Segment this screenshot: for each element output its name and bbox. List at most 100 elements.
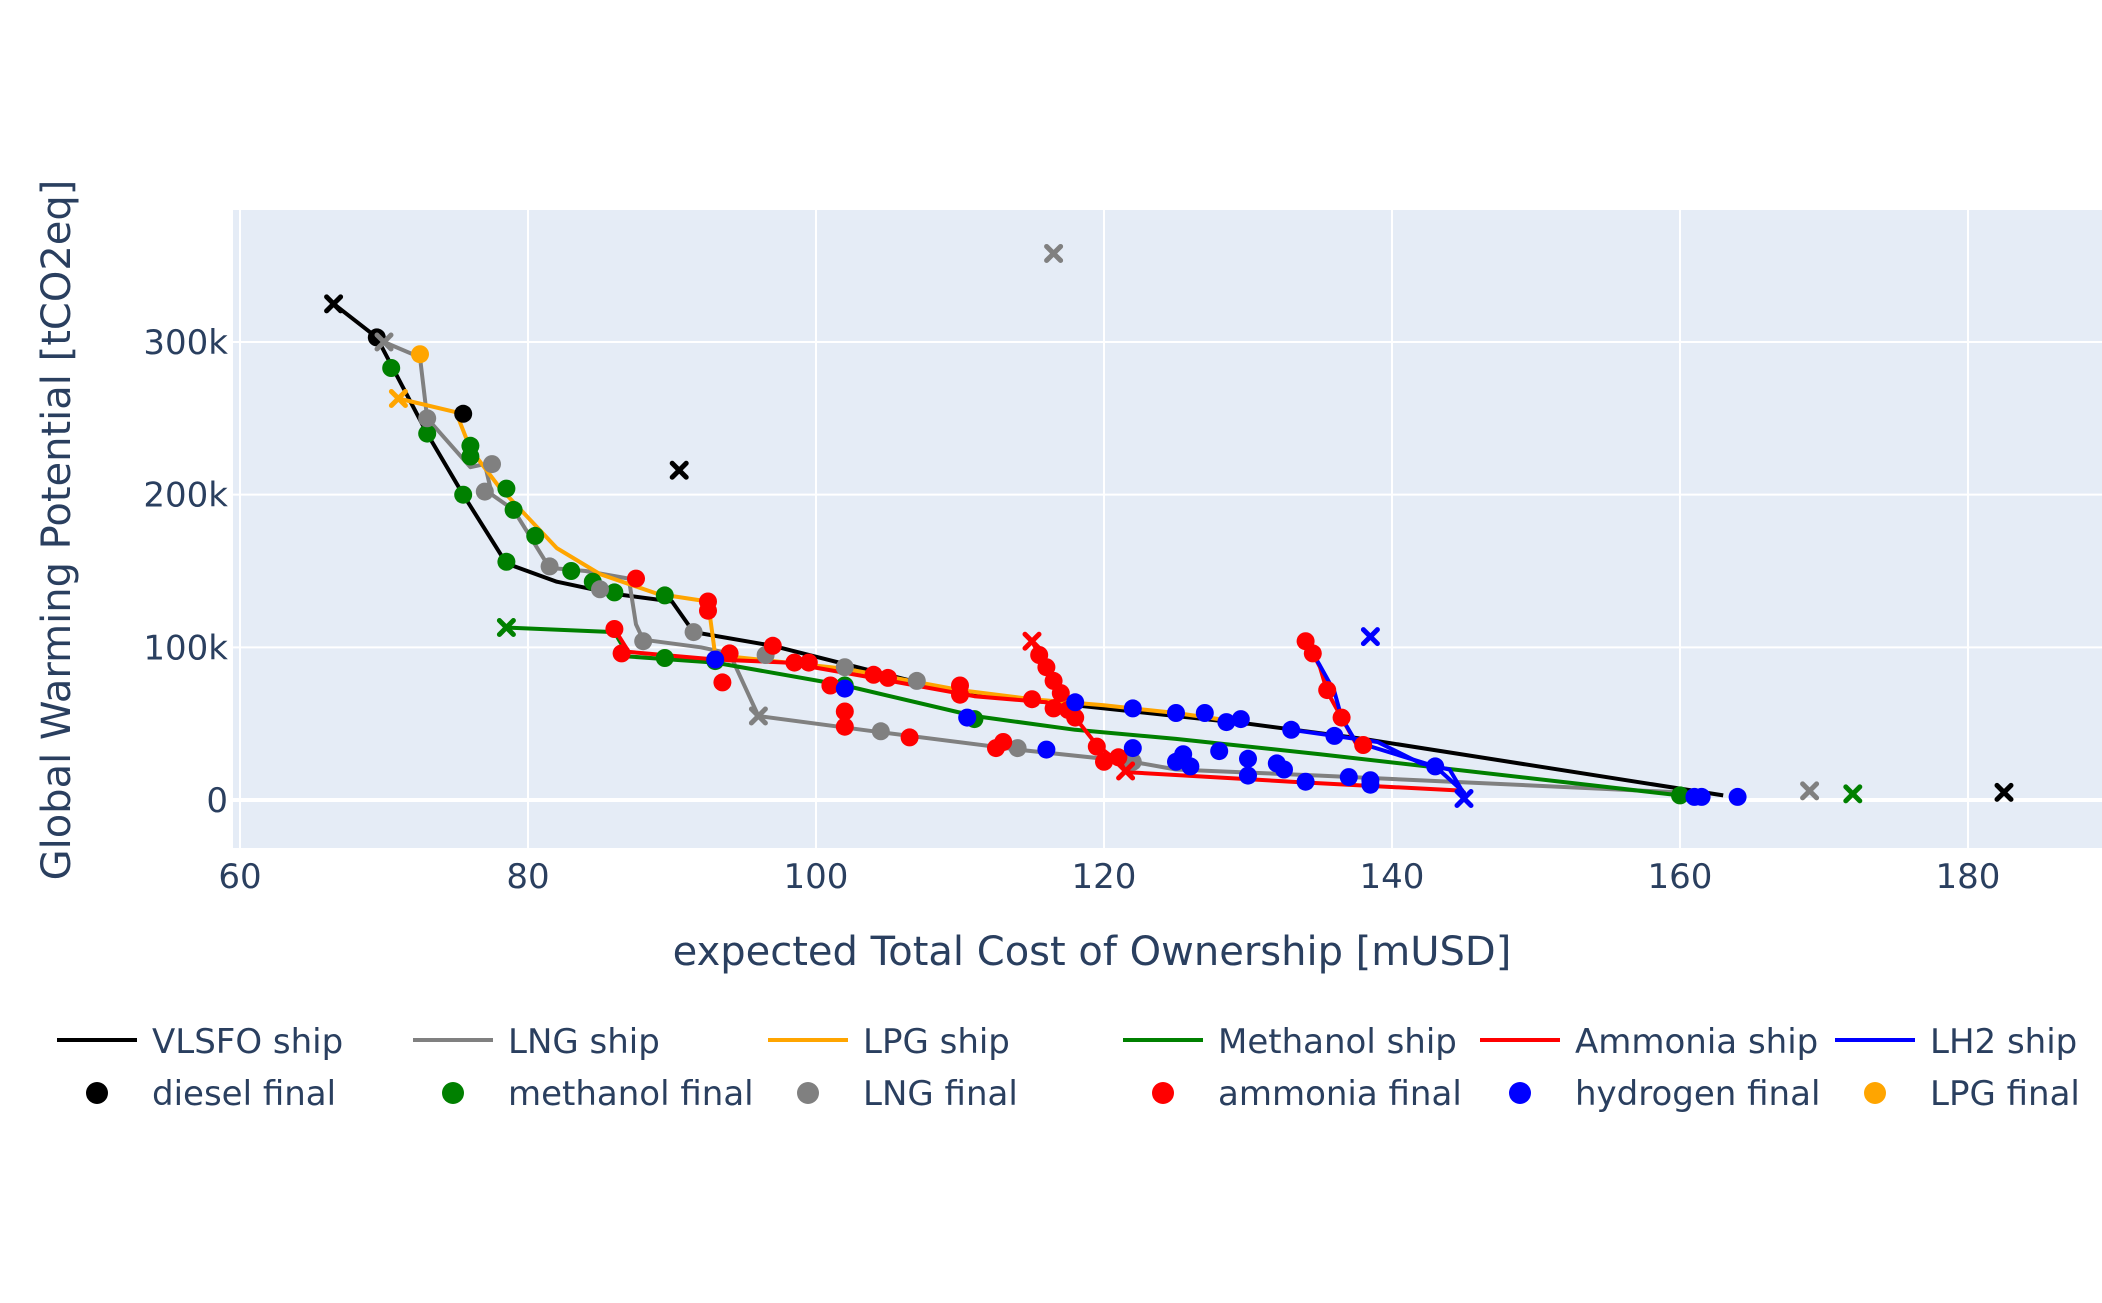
data-point: [1044, 699, 1063, 718]
y-tick-label: 0: [206, 781, 228, 821]
data-point: [526, 526, 545, 545]
data-point: [763, 636, 782, 655]
data-point: [1239, 749, 1257, 768]
tick-labels: 60 80 100 120 140 160 180 0 100k 200k 300k: [143, 323, 2000, 897]
plot-background: [233, 210, 2102, 848]
data-point: [1066, 708, 1085, 727]
data-point: [605, 583, 624, 602]
x-marker: [1360, 627, 1380, 647]
data-point: [627, 569, 645, 588]
data-point: [835, 717, 854, 736]
data-point: [1671, 786, 1689, 805]
data-point: [562, 562, 581, 580]
data-point: [1008, 739, 1027, 758]
data-point: [871, 722, 890, 741]
data-point: [1728, 787, 1747, 806]
data-point: [591, 580, 609, 599]
data-point: [879, 668, 897, 687]
legend-marker-label: LPG final: [1930, 1074, 2080, 1114]
data-point: [1426, 757, 1445, 776]
legend-marker-swatch: [1509, 1082, 1531, 1104]
data-point: [454, 404, 473, 423]
legend-line-label: VLSFO ship: [152, 1022, 343, 1062]
x-marker: [748, 706, 768, 726]
data-point: [835, 702, 854, 721]
data-point: [1303, 644, 1322, 663]
data-point: [1123, 739, 1142, 758]
data-point: [821, 676, 840, 695]
x-tick-label: 60: [218, 857, 261, 897]
data-point: [634, 632, 653, 651]
data-point: [504, 500, 523, 519]
legend-marker-swatch: [797, 1082, 819, 1104]
x-tick-label: 140: [1360, 857, 1425, 897]
legend-marker-label: methanol final: [508, 1074, 754, 1114]
data-point: [1282, 720, 1301, 739]
legend-marker-label: LNG final: [863, 1074, 1018, 1114]
legend-line-label: LH2 ship: [1930, 1022, 2077, 1062]
x-marker: [374, 332, 394, 352]
x-marker: [388, 388, 408, 408]
x-markers: [324, 243, 2014, 808]
legend: VLSFO ship LNG ship LPG ship Methanol ship A…: [57, 1022, 2080, 1114]
data-point: [612, 644, 631, 663]
x-marker: [1022, 631, 1042, 651]
data-point: [799, 653, 818, 672]
data-point: [1332, 708, 1351, 727]
data-point: [1361, 771, 1380, 790]
data-point: [454, 485, 473, 504]
data-point: [835, 658, 854, 677]
legend-marker-label: hydrogen final: [1575, 1074, 1820, 1114]
data-point: [1195, 704, 1214, 722]
data-point: [1318, 681, 1337, 700]
data-point: [1167, 704, 1185, 722]
data-point: [720, 644, 739, 663]
series-line: [506, 625, 1681, 798]
data-point: [1296, 772, 1315, 791]
data-point: [1339, 768, 1358, 787]
data-point: [655, 649, 674, 667]
data-point: [951, 685, 969, 704]
data-point: [994, 733, 1013, 751]
data-point: [382, 359, 401, 377]
legend-marker-swatch: [1864, 1082, 1886, 1104]
data-point: [1066, 693, 1085, 712]
data-point: [1087, 737, 1106, 756]
data-point: [411, 345, 429, 364]
data-point: [835, 679, 854, 698]
data-point: [1325, 726, 1344, 745]
x-tick-label: 160: [1648, 857, 1713, 897]
data-point: [1239, 766, 1257, 785]
data-point: [497, 552, 516, 571]
data-point: [497, 479, 516, 498]
data-point: [540, 557, 559, 576]
legend-line-label: LNG ship: [508, 1022, 660, 1062]
data-point: [1095, 752, 1113, 771]
legend-marker-swatch: [442, 1082, 464, 1104]
legend-line-label: LPG ship: [863, 1022, 1010, 1062]
data-point: [684, 623, 703, 642]
y-tick-label: 300k: [143, 323, 228, 363]
data-point: [1037, 740, 1056, 759]
x-marker: [1044, 243, 1064, 263]
x-marker: [1994, 782, 2014, 802]
data-point: [1217, 713, 1236, 732]
data-point: [907, 671, 926, 690]
data-point: [1109, 748, 1128, 767]
data-point: [418, 424, 437, 443]
data-point: [1354, 736, 1373, 754]
data-point: [605, 620, 624, 638]
data-point: [1181, 757, 1200, 776]
x-marker: [496, 617, 516, 637]
data-point: [418, 409, 437, 428]
x-axis-title: expected Total Cost of Ownership [mUSD]: [673, 929, 1512, 975]
data-point: [900, 728, 919, 747]
x-tick-label: 180: [1936, 857, 2001, 897]
data-point: [864, 665, 883, 684]
data-point: [1123, 699, 1142, 718]
legend-marker-label: ammonia final: [1218, 1074, 1462, 1114]
data-point: [785, 653, 804, 672]
x-tick-label: 100: [784, 857, 849, 897]
